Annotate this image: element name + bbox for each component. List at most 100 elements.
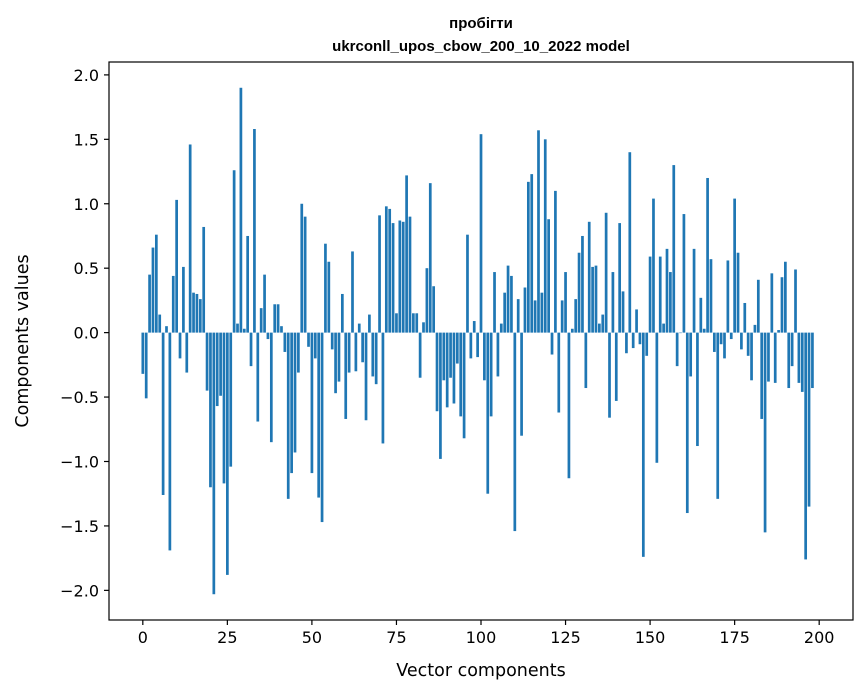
bar <box>716 332 720 499</box>
bar <box>520 332 523 436</box>
bar <box>476 332 479 358</box>
x-axis-ticks: 0 25 50 75 100 125 150 175 200 <box>138 620 835 647</box>
bar <box>171 275 175 333</box>
bar <box>300 203 304 333</box>
bar <box>209 332 212 488</box>
bar <box>570 328 574 333</box>
bar <box>577 252 581 333</box>
bar <box>733 198 736 333</box>
bar <box>259 308 263 333</box>
bar <box>645 332 649 356</box>
bar <box>395 313 398 333</box>
bar <box>205 332 209 391</box>
bar <box>154 234 158 333</box>
bar <box>307 332 310 347</box>
bar <box>422 322 425 333</box>
bar <box>273 304 277 333</box>
x-tick-label: 100 <box>466 628 497 647</box>
bar <box>679 332 682 334</box>
bar <box>709 259 713 333</box>
bar <box>584 332 588 389</box>
x-tick-label: 200 <box>804 628 835 647</box>
bar <box>195 293 199 333</box>
bar <box>499 323 503 333</box>
plot-frame <box>108 61 854 621</box>
bar <box>222 332 226 484</box>
bar <box>489 332 493 417</box>
bar <box>459 332 463 417</box>
bar <box>381 332 385 444</box>
bar <box>364 332 368 421</box>
bar <box>506 265 510 333</box>
bar <box>784 261 787 333</box>
bar <box>384 206 388 333</box>
bar <box>276 304 280 333</box>
bar <box>242 328 246 333</box>
bar <box>591 266 594 333</box>
bar <box>696 332 699 447</box>
x-tick-label: 150 <box>635 628 666 647</box>
x-tick-label: 175 <box>719 628 750 647</box>
bar <box>141 332 145 374</box>
chart-subtitle: ukrconll_upos_cbow_200_10_2022 model <box>332 38 630 55</box>
bar <box>185 332 189 373</box>
bar <box>290 332 293 474</box>
bar <box>669 272 672 333</box>
bar <box>401 221 405 333</box>
bar <box>330 332 334 350</box>
bar <box>144 332 148 399</box>
bar <box>428 183 432 333</box>
bar <box>249 332 253 367</box>
bar <box>266 332 270 340</box>
bar <box>614 332 618 401</box>
bar <box>638 332 642 345</box>
bar <box>286 332 290 499</box>
bar <box>442 332 446 381</box>
bar <box>455 332 459 364</box>
bar <box>445 332 449 408</box>
bar <box>750 332 753 381</box>
bar <box>479 134 483 333</box>
bar <box>794 269 797 333</box>
bar <box>232 170 236 333</box>
y-tick-label: −1.5 <box>60 517 99 536</box>
bar <box>564 272 567 333</box>
bar <box>452 332 456 404</box>
bar <box>672 165 676 333</box>
bar <box>371 332 375 377</box>
bar <box>378 215 381 333</box>
bar <box>439 332 442 459</box>
chart-title: пробігти <box>449 15 513 32</box>
bar <box>435 332 439 412</box>
bar <box>702 328 706 333</box>
bar <box>530 174 534 333</box>
bar <box>374 332 378 385</box>
bar <box>658 256 662 333</box>
bar <box>618 223 622 333</box>
x-axis-label: Vector components <box>396 661 565 681</box>
bar <box>631 332 635 349</box>
bar <box>219 332 222 396</box>
bar <box>557 332 561 413</box>
bar <box>327 261 331 333</box>
y-tick-label: 1.0 <box>74 195 99 214</box>
bar <box>777 330 780 333</box>
bar <box>533 300 537 333</box>
bar <box>706 177 709 333</box>
y-tick-label: 1.5 <box>74 130 99 149</box>
bar <box>513 332 517 532</box>
y-tick-label: 0.0 <box>74 324 99 343</box>
y-tick-label: −0.5 <box>60 388 99 407</box>
bar <box>625 332 628 354</box>
bar <box>787 332 791 389</box>
bar <box>665 248 669 333</box>
bar <box>560 300 564 333</box>
bar <box>648 256 652 333</box>
bar <box>753 324 757 333</box>
bar <box>340 293 344 333</box>
bar <box>635 309 638 333</box>
x-tick-label: 0 <box>138 628 148 647</box>
bar <box>351 251 354 333</box>
bar <box>161 332 165 495</box>
